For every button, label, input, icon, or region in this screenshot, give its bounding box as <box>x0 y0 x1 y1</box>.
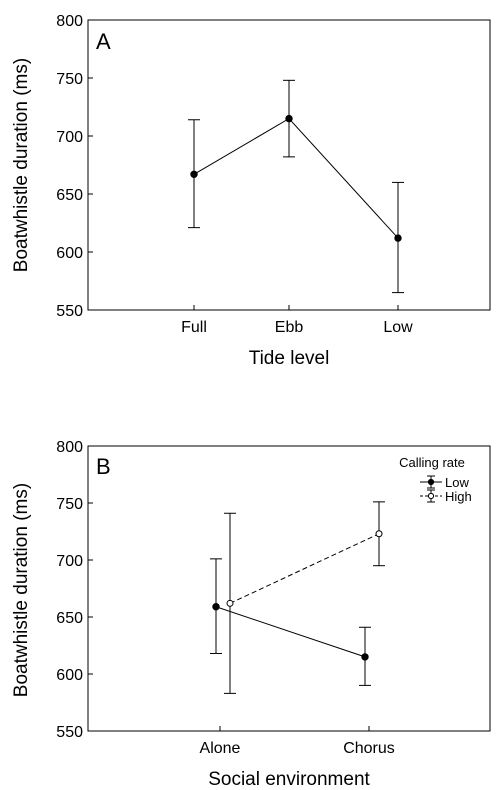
marks-b <box>210 501 385 694</box>
series-line <box>215 606 366 658</box>
x-axis-title-b: Social environment <box>208 769 370 790</box>
legend-label: Low <box>445 475 469 490</box>
series-line <box>229 533 380 604</box>
data-point <box>361 653 369 661</box>
legend-label: High <box>445 489 472 504</box>
y-tick-label: 650 <box>56 187 83 204</box>
data-point <box>212 603 220 611</box>
y-tick-label: 550 <box>56 303 83 320</box>
data-point <box>375 530 383 538</box>
y-tick-label: 750 <box>56 71 83 88</box>
y-tick-label: 550 <box>56 724 83 741</box>
y-tick-label: 700 <box>56 129 83 146</box>
y-tick-label: 800 <box>56 13 83 30</box>
ticks-a: 550 600 650 700 750 800 Full Ebb Low <box>56 13 413 336</box>
panel-label-b: B <box>96 454 111 479</box>
marks-a <box>188 79 404 294</box>
plot-frame-a <box>87 19 491 311</box>
y-axis-title-b: Boatwhistle duration (ms) <box>11 483 32 697</box>
legend-title: Calling rate <box>399 455 465 470</box>
data-point <box>190 170 198 178</box>
data-point <box>285 114 293 123</box>
panel-b: B Social environment Boatwhistle duratio… <box>11 439 491 790</box>
legend-marker <box>427 492 435 500</box>
legend-marker <box>427 478 435 486</box>
data-point <box>394 234 402 242</box>
y-tick-label: 750 <box>56 496 83 513</box>
y-tick-label: 600 <box>56 667 83 684</box>
ticks-b: 550 600 650 700 750 800 Alone Chorus <box>56 439 394 757</box>
panel-a: A Tide level Boatwhistle duration (ms) 5… <box>11 13 491 369</box>
y-axis-title-a: Boatwhistle duration (ms) <box>11 58 32 272</box>
x-axis-title-a: Tide level <box>249 348 330 369</box>
x-tick-label: Ebb <box>275 319 304 336</box>
x-tick-label: Alone <box>200 740 241 757</box>
x-tick-label: Low <box>383 319 413 336</box>
y-tick-label: 600 <box>56 245 83 262</box>
y-tick-label: 800 <box>56 439 83 456</box>
plot-frame-b <box>87 445 491 732</box>
y-tick-label: 650 <box>56 610 83 627</box>
x-tick-label: Full <box>181 319 207 336</box>
data-point <box>226 599 234 607</box>
y-tick-label: 700 <box>56 553 83 570</box>
series-line <box>193 117 399 239</box>
panel-label-a: A <box>96 29 111 54</box>
x-tick-label: Chorus <box>343 740 395 757</box>
